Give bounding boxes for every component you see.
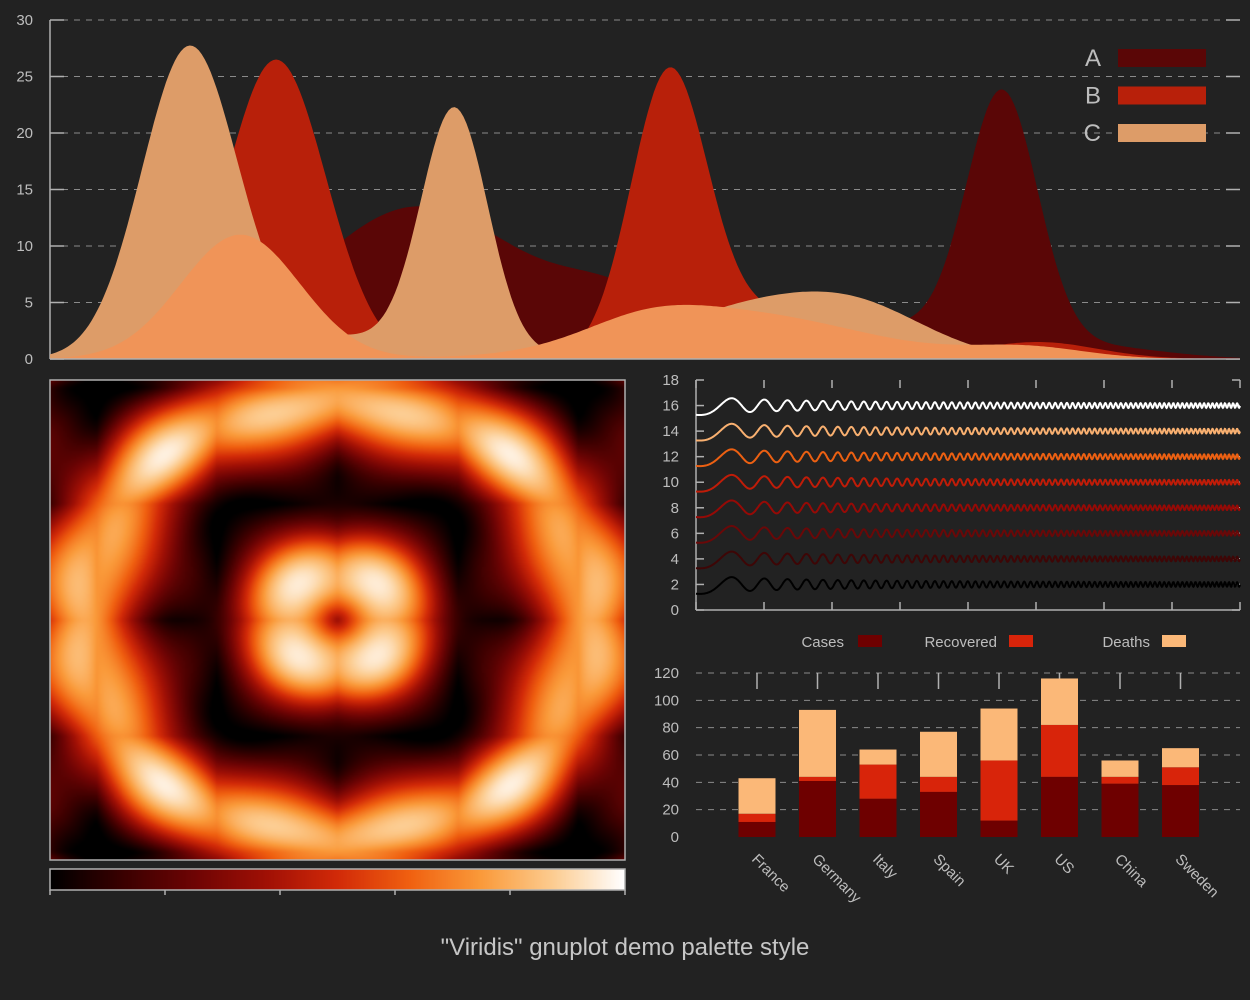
bar-recovered-italy — [859, 764, 897, 799]
bar-deaths-sweden — [1162, 748, 1199, 768]
bar-ytick-label: 80 — [662, 720, 679, 737]
figure-caption: "Viridis" gnuplot demo palette style — [440, 934, 810, 961]
bar-xtick-label: US — [1051, 851, 1078, 878]
area-ytick-label: 15 — [16, 182, 33, 199]
bar-ytick-label: 20 — [662, 802, 679, 819]
bar-xtick-label: UK — [990, 851, 1017, 878]
bar-ytick-label: 100 — [654, 692, 679, 709]
bar-legend-swatch — [858, 635, 882, 647]
colorbox-ticks — [49, 890, 626, 895]
bar-deaths-uk — [980, 708, 1018, 761]
line-series-offset-4 — [695, 550, 1241, 570]
area-ytick-label: 25 — [16, 69, 33, 86]
line-series-offset-16 — [695, 397, 1241, 416]
bar-ytick-label: 40 — [662, 774, 679, 791]
area-legend-swatch — [1118, 124, 1206, 142]
line-series-offset-8 — [695, 499, 1241, 519]
bar-xtick-label: China — [1111, 851, 1151, 891]
heatmap-chart — [49, 379, 626, 895]
bar-legend-swatch — [1162, 635, 1186, 647]
bar-recovered-france — [738, 813, 776, 822]
bar-recovered-china — [1101, 776, 1139, 784]
bar-deaths-china — [1101, 760, 1139, 777]
line-ytick-label: 14 — [662, 423, 679, 440]
bar-recovered-sweden — [1162, 767, 1199, 786]
bar-ytick-label: 0 — [671, 829, 679, 846]
line-ytick-label: 18 — [662, 372, 679, 389]
area-ytick-label: 30 — [16, 12, 33, 29]
line-series-offset-12 — [695, 448, 1241, 468]
bar-recovered-germany — [799, 776, 836, 781]
bar-recovered-uk — [980, 760, 1018, 821]
area-legend-label: B — [1085, 83, 1101, 110]
bar-deaths-france — [738, 778, 776, 814]
line-ytick-label: 4 — [671, 551, 679, 568]
area-ytick-label: 5 — [25, 295, 33, 312]
bar-cases-italy — [859, 798, 897, 837]
bar-cases-spain — [920, 791, 957, 837]
bar-cases-france — [738, 821, 776, 837]
bar-xtick-label: Italy — [869, 851, 901, 883]
bar-legend-label: Recovered — [924, 634, 997, 651]
area-ytick-label: 20 — [16, 125, 33, 142]
colorbox-frame — [49, 868, 626, 891]
line-series-offset-2 — [695, 576, 1241, 595]
bar-cases-us — [1041, 776, 1078, 837]
bar-xtick-label: Germany — [809, 851, 865, 907]
line-chart: 0 2 4 6 8 10 12 14 16 18 — [662, 372, 1241, 619]
colorbox-image — [50, 869, 625, 890]
area-ytick-label: 0 — [25, 351, 33, 368]
line-series-offset-14 — [695, 422, 1241, 442]
line-ytick-label: 8 — [671, 500, 679, 517]
line-ytick-label: 0 — [671, 602, 679, 619]
area-series-overlay — [50, 234, 1240, 359]
line-ytick-label: 10 — [662, 474, 679, 491]
area-legend-label: A — [1085, 45, 1101, 72]
bar-ytick-label: 120 — [654, 665, 679, 682]
bar-cases-germany — [799, 780, 836, 837]
area-legend-label: C — [1084, 120, 1101, 147]
area-ytick-label: 10 — [16, 238, 33, 255]
bar-xtick-label: France — [748, 851, 793, 896]
bar-cases-china — [1101, 783, 1139, 837]
bar-recovered-spain — [920, 776, 957, 792]
line-series-offset-10 — [695, 473, 1241, 493]
line-ytick-label: 16 — [662, 398, 679, 415]
bar-deaths-spain — [920, 731, 957, 777]
bar-legend-swatch — [1009, 635, 1033, 647]
area-legend-swatch — [1118, 86, 1206, 105]
bar-legend-label: Deaths — [1102, 634, 1150, 651]
bar-deaths-germany — [799, 709, 836, 777]
bar-chart: 0 20 40 60 80 100 120 France Germany Italy Spain UK… — [654, 634, 1240, 907]
line-ytick-label: 2 — [671, 576, 679, 593]
bar-xtick-label: Sweden — [1172, 851, 1222, 901]
bar-recovered-us — [1041, 724, 1078, 777]
bar-xtick-label: Spain — [930, 851, 969, 890]
bar-cases-uk — [980, 820, 1018, 837]
area-legend-swatch — [1118, 49, 1206, 67]
bar-cases-sweden — [1162, 785, 1199, 837]
bar-legend-label: Cases — [801, 634, 844, 651]
area-series-b — [50, 59, 1240, 359]
bar-ytick-label: 60 — [662, 747, 679, 764]
bar-deaths-us — [1041, 678, 1078, 725]
bar-deaths-italy — [859, 749, 897, 765]
line-series-offset-6 — [695, 525, 1241, 544]
line-ytick-label: 12 — [662, 449, 679, 466]
area-chart: 0 5 10 15 20 25 30 ABC — [16, 12, 1240, 368]
heatmap-image — [50, 380, 625, 860]
heatmap-frame — [49, 379, 626, 861]
line-ytick-label: 6 — [671, 525, 679, 542]
